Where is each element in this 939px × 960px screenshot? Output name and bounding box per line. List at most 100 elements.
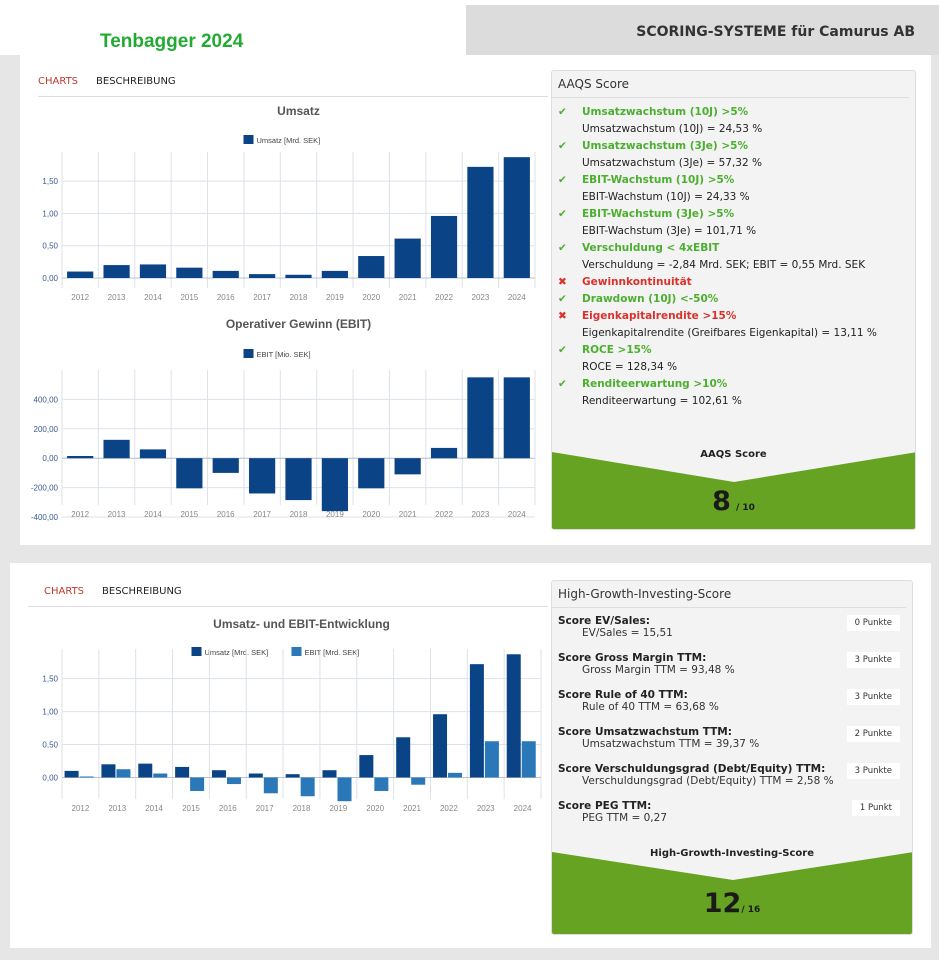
y-tick-label: 0,00 xyxy=(42,454,58,463)
bar xyxy=(212,270,239,278)
hgi-score-label: High-Growth-Investing-Score xyxy=(650,848,814,859)
bar xyxy=(300,777,315,797)
y-tick-label: 0,50 xyxy=(42,242,58,251)
tab-description-2[interactable]: BESCHREIBUNG xyxy=(102,586,182,597)
aaqs-score-banner: AAQS Score 8 / 10 xyxy=(552,449,915,529)
page-title: SCORING-SYSTEME für Camurus AB xyxy=(636,24,915,40)
bar xyxy=(139,449,167,459)
x-tick-label: 2013 xyxy=(108,510,126,519)
legend-label: EBIT [Mrd. SEK] xyxy=(305,648,360,657)
chart-title: Umsatz xyxy=(277,104,320,118)
criterion: ✖ Gewinnkontinuität xyxy=(552,274,915,291)
bar xyxy=(337,777,352,802)
cross-icon: ✖ xyxy=(558,310,567,322)
bar xyxy=(394,458,421,475)
legend-swatch xyxy=(243,135,254,144)
x-tick-label: 2012 xyxy=(71,293,89,302)
bar xyxy=(430,215,458,278)
y-tick-label: 200,00 xyxy=(34,425,59,434)
bar xyxy=(175,766,190,778)
x-tick-label: 2012 xyxy=(72,804,90,813)
points-badge: 2 Punkte xyxy=(846,726,900,742)
criterion-value: Eigenkapitalrendite (Greifbares Eigenkap… xyxy=(582,327,877,339)
x-tick-label: 2016 xyxy=(219,804,237,813)
legend-swatch xyxy=(191,647,202,656)
bar xyxy=(64,770,79,778)
tab-bar: CHARTS BESCHREIBUNG xyxy=(38,67,548,97)
x-tick-label: 2024 xyxy=(514,804,532,813)
x-tick-label: 2015 xyxy=(180,293,198,302)
bar xyxy=(139,264,167,278)
bar xyxy=(138,763,153,778)
criterion-label: Drawdown (10J) <-50% xyxy=(582,293,719,305)
bar xyxy=(467,166,494,278)
criterion-label: Verschuldung < 4xEBIT xyxy=(582,242,720,254)
check-icon: ✔ xyxy=(558,344,567,356)
check-icon: ✔ xyxy=(558,208,567,220)
hgi-score-value: 12/ 16 xyxy=(703,888,761,919)
bar xyxy=(374,777,389,791)
aaqs-score-label: AAQS Score xyxy=(700,449,767,460)
bar xyxy=(263,777,278,794)
check-icon: ✔ xyxy=(558,378,567,390)
criterion: ✔ EBIT-Wachstum (3Je) >5% EBIT-Wachstum (3… xyxy=(552,206,915,240)
criterion-label: Renditeerwartung >10% xyxy=(582,378,728,390)
score-value: EV/Sales = 15,51 xyxy=(582,627,673,639)
ebit-chart: Operativer Gewinn (EBIT) EBIT [Mio. SEK] -… xyxy=(31,317,536,522)
tab-bar-2: CHARTS BESCHREIBUNG xyxy=(28,577,548,607)
aaqs-title: AAQS Score xyxy=(552,71,909,98)
tab-charts[interactable]: CHARTS xyxy=(38,76,79,87)
tab-description[interactable]: BESCHREIBUNG xyxy=(96,76,176,87)
tab-charts-2[interactable]: CHARTS xyxy=(44,586,85,597)
bar xyxy=(67,455,94,459)
bar xyxy=(103,439,130,459)
bar xyxy=(285,774,300,778)
criterion: ✔ Renditeerwartung >10% Renditeerwartung =… xyxy=(552,376,915,410)
bar xyxy=(190,777,205,791)
x-tick-label: 2018 xyxy=(290,510,308,519)
x-tick-label: 2021 xyxy=(399,510,417,519)
x-tick-label: 2016 xyxy=(217,510,235,519)
score-value: PEG TTM = 0,27 xyxy=(582,812,667,824)
x-tick-label: 2019 xyxy=(329,804,347,813)
bar xyxy=(430,447,458,459)
umsatz-chart: Umsatz Umsatz [Mrd. SEK] 0,00 0,50 1,00 1,50 2… xyxy=(42,104,536,302)
cross-icon: ✖ xyxy=(558,276,567,288)
score-value: Rule of 40 TTM = 63,68 % xyxy=(582,701,719,713)
x-tick-label: 2014 xyxy=(144,293,162,302)
x-tick-label: 2020 xyxy=(366,804,384,813)
score-value: Verschuldungsgrad (Debt/Equity) TTM = 2,… xyxy=(582,775,834,787)
x-tick-label: 2019 xyxy=(326,510,344,519)
x-tick-label: 2013 xyxy=(108,804,126,813)
x-tick-label: 2020 xyxy=(362,510,380,519)
score-value: Umsatzwachstum TTM = 39,37 % xyxy=(582,738,760,750)
x-tick-label: 2014 xyxy=(145,804,163,813)
x-tick-label: 2022 xyxy=(440,804,458,813)
bar xyxy=(248,773,263,778)
bar xyxy=(212,458,239,473)
points-badge: 3 Punkte xyxy=(846,763,900,779)
criterion-value: Umsatzwachstum (10J) = 24,53 % xyxy=(582,123,763,135)
criterion-label: Umsatzwachstum (10J) >5% xyxy=(582,106,749,118)
bar xyxy=(226,777,241,785)
y-tick-label: 0,00 xyxy=(42,773,58,782)
criterion-label: EBIT-Wachstum (3Je) >5% xyxy=(582,208,735,220)
bar xyxy=(411,777,426,785)
bar xyxy=(321,458,348,512)
legend-swatch xyxy=(291,647,302,656)
chart-title: Operativer Gewinn (EBIT) xyxy=(226,317,371,331)
x-tick-label: 2018 xyxy=(293,804,311,813)
score-label: Score Verschuldungsgrad (Debt/Equity) TT… xyxy=(558,763,826,775)
x-tick-label: 2016 xyxy=(217,293,235,302)
points-badge: 1 Punkt xyxy=(851,800,900,816)
x-tick-label: 2023 xyxy=(477,804,495,813)
score-label: Score Gross Margin TTM: xyxy=(558,652,707,664)
bar xyxy=(67,271,94,278)
criterion-label: Umsatzwachstum (3Je) >5% xyxy=(582,140,748,152)
score-label: Score Umsatzwachstum TTM: xyxy=(558,726,732,738)
score-row: Score Verschuldungsgrad (Debt/Equity) TT… xyxy=(558,761,906,798)
bar xyxy=(433,714,448,778)
bar xyxy=(396,737,411,778)
bar xyxy=(153,773,168,778)
x-tick-label: 2023 xyxy=(472,510,490,519)
